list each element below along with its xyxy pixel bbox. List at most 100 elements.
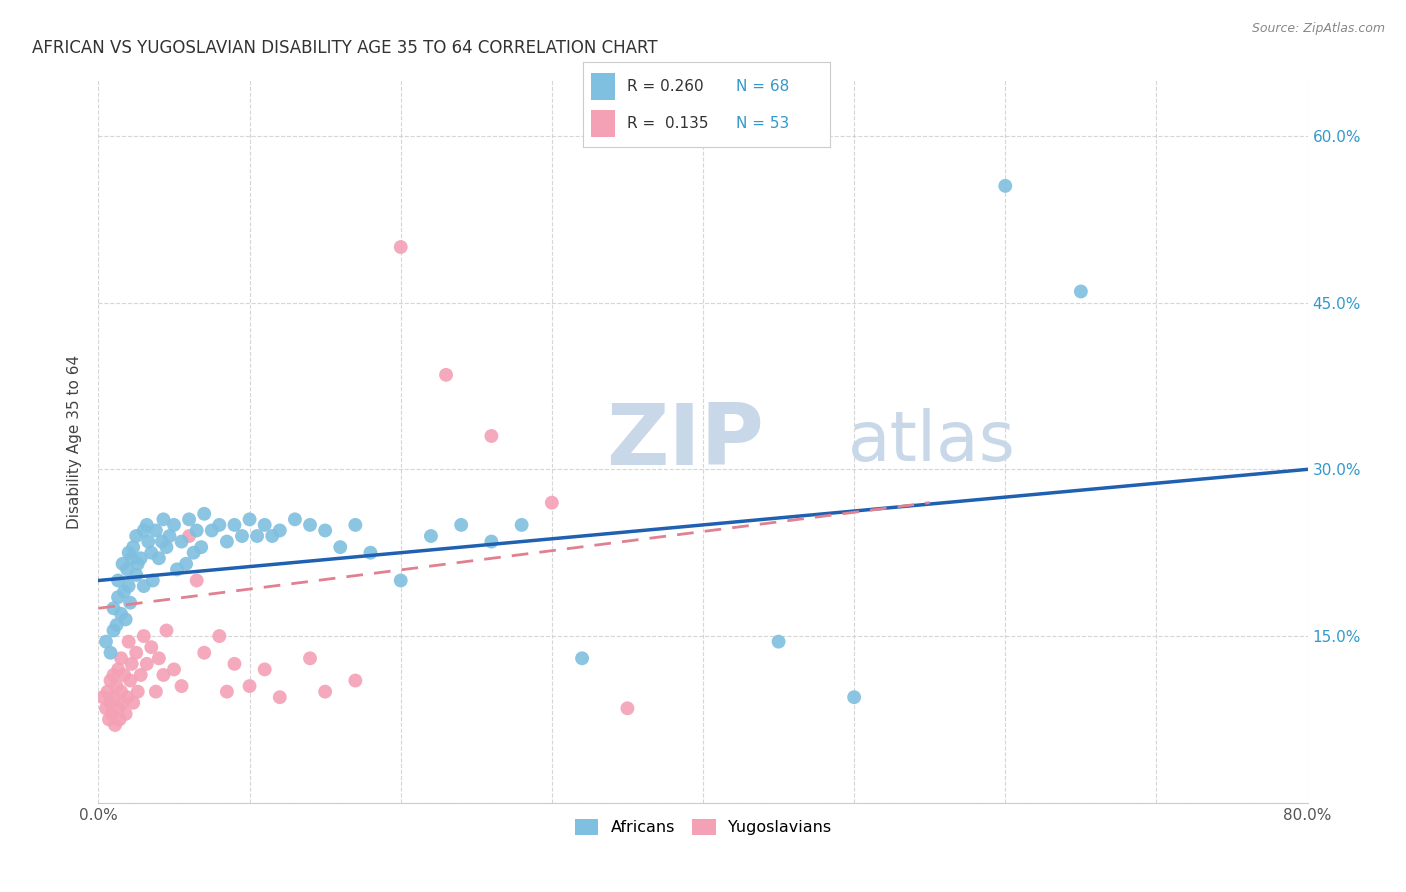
Africans (110, 607, 132, 621)
Yugoslavians (100, 696, 122, 710)
Yugoslavians (103, 668, 125, 682)
Yugoslavians (481, 429, 503, 443)
Yugoslavians (193, 646, 215, 660)
Africans (186, 524, 208, 538)
Africans (344, 517, 367, 532)
Africans (510, 517, 533, 532)
Africans (768, 634, 790, 648)
Yugoslavians (101, 706, 124, 721)
Africans (125, 568, 148, 582)
Yugoslavians (118, 634, 141, 648)
Yugoslavians (135, 657, 157, 671)
Yugoslavians (163, 662, 186, 676)
Yugoslavians (132, 629, 155, 643)
Africans (246, 529, 269, 543)
Yugoslavians (91, 690, 114, 705)
Africans (389, 574, 412, 588)
Yugoslavians (129, 668, 152, 682)
Africans (100, 646, 122, 660)
Yugoslavians (111, 696, 134, 710)
Africans (215, 534, 238, 549)
Text: R = 0.260: R = 0.260 (627, 78, 703, 94)
Africans (148, 551, 170, 566)
Africans (115, 562, 138, 576)
Yugoslavians (112, 668, 135, 682)
Yugoslavians (208, 629, 231, 643)
Text: R =  0.135: R = 0.135 (627, 116, 709, 131)
Africans (231, 529, 253, 543)
Africans (844, 690, 866, 705)
Africans (136, 534, 159, 549)
Text: N = 53: N = 53 (737, 116, 789, 131)
Africans (299, 517, 322, 532)
Yugoslavians (186, 574, 208, 588)
Africans (112, 584, 135, 599)
Yugoslavians (105, 679, 128, 693)
Africans (141, 546, 163, 560)
Yugoslavians (127, 684, 149, 698)
Yugoslavians (96, 684, 118, 698)
Africans (174, 557, 197, 571)
Yugoslavians (389, 240, 412, 254)
Africans (129, 551, 152, 566)
Yugoslavians (239, 679, 262, 693)
Yugoslavians (152, 668, 174, 682)
Africans (145, 524, 167, 538)
Yugoslavians (148, 651, 170, 665)
Africans (269, 524, 291, 538)
Yugoslavians (103, 690, 125, 705)
Yugoslavians (110, 651, 132, 665)
Yugoslavians (170, 679, 193, 693)
Africans (107, 590, 129, 604)
Africans (105, 618, 128, 632)
Yugoslavians (120, 673, 142, 688)
Yugoslavians (215, 684, 238, 698)
Yugoslavians (107, 662, 129, 676)
Africans (481, 534, 503, 549)
Yugoslavians (107, 701, 129, 715)
Yugoslavians (122, 696, 145, 710)
Africans (314, 524, 336, 538)
Yugoslavians (179, 529, 201, 543)
Yugoslavians (100, 673, 122, 688)
FancyBboxPatch shape (591, 110, 616, 137)
Africans (118, 579, 141, 593)
Africans (329, 540, 352, 554)
Africans (253, 517, 276, 532)
Africans (107, 574, 129, 588)
Africans (114, 612, 136, 626)
Yugoslavians (616, 701, 638, 715)
Yugoslavians (344, 673, 367, 688)
Africans (163, 517, 186, 532)
Yugoslavians (253, 662, 276, 676)
Text: ZIP: ZIP (606, 400, 763, 483)
Africans (193, 507, 215, 521)
Yugoslavians (110, 684, 132, 698)
FancyBboxPatch shape (591, 72, 616, 100)
Africans (120, 596, 142, 610)
Africans (360, 546, 382, 560)
Africans (103, 624, 125, 638)
Africans (190, 540, 212, 554)
Yugoslavians (94, 701, 117, 715)
Africans (155, 540, 177, 554)
Africans (135, 517, 157, 532)
Africans (571, 651, 593, 665)
Text: N = 68: N = 68 (737, 78, 789, 94)
Yugoslavians (114, 706, 136, 721)
Legend: Africans, Yugoslavians: Africans, Yugoslavians (568, 813, 838, 842)
Yugoslavians (224, 657, 246, 671)
Africans (170, 534, 193, 549)
Yugoslavians (434, 368, 457, 382)
Yugoslavians (108, 713, 131, 727)
Africans (122, 540, 145, 554)
Yugoslavians (121, 657, 143, 671)
Africans (166, 562, 188, 576)
Africans (179, 512, 201, 526)
Africans (125, 529, 148, 543)
Africans (239, 512, 262, 526)
Africans (152, 512, 174, 526)
Africans (132, 524, 155, 538)
Africans (103, 601, 125, 615)
Africans (994, 178, 1017, 193)
